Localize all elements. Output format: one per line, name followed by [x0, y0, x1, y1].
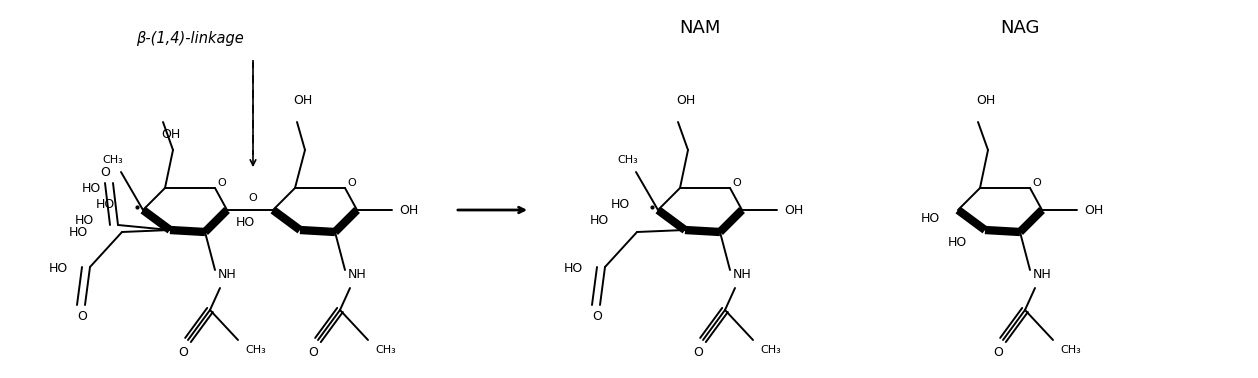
- Text: CH₃: CH₃: [618, 155, 638, 165]
- Text: OH: OH: [677, 93, 696, 107]
- Text: OH: OH: [399, 203, 419, 217]
- Text: O: O: [249, 193, 258, 203]
- Text: NAM: NAM: [679, 19, 721, 37]
- Text: O: O: [593, 310, 601, 324]
- Text: HO: HO: [69, 226, 88, 240]
- Text: CH₃: CH₃: [761, 345, 781, 355]
- Text: NH: NH: [732, 268, 751, 282]
- Text: O: O: [101, 166, 109, 180]
- Text: OH: OH: [785, 203, 804, 217]
- Text: O: O: [77, 310, 87, 324]
- Text: HO: HO: [610, 198, 630, 212]
- Text: HO: HO: [96, 198, 114, 212]
- Text: O: O: [693, 345, 703, 358]
- Text: CH₃: CH₃: [103, 155, 123, 165]
- Text: NAG: NAG: [1000, 19, 1039, 37]
- Text: HO: HO: [74, 214, 94, 226]
- Text: HO: HO: [235, 215, 255, 228]
- Text: CH₃: CH₃: [1060, 345, 1082, 355]
- Text: β-(1,4)-linkage: β-(1,4)-linkage: [136, 31, 244, 45]
- Text: HO: HO: [82, 181, 101, 195]
- Text: O: O: [308, 345, 318, 358]
- Text: OH: OH: [161, 127, 181, 141]
- Text: OH: OH: [1084, 203, 1103, 217]
- Text: O: O: [218, 178, 226, 188]
- Text: O: O: [179, 345, 187, 358]
- Text: HO: HO: [947, 235, 967, 248]
- Text: HO: HO: [590, 214, 609, 226]
- Text: OH: OH: [293, 93, 313, 107]
- Text: CH₃: CH₃: [245, 345, 267, 355]
- Text: O: O: [1033, 178, 1042, 188]
- Text: O: O: [347, 178, 356, 188]
- Text: HO: HO: [49, 262, 68, 276]
- Text: O: O: [732, 178, 741, 188]
- Text: O: O: [993, 345, 1003, 358]
- Text: NH: NH: [1033, 268, 1052, 282]
- Text: HO: HO: [564, 262, 582, 276]
- Text: NH: NH: [218, 268, 237, 282]
- Text: HO: HO: [921, 212, 940, 225]
- Text: CH₃: CH₃: [376, 345, 396, 355]
- Text: NH: NH: [347, 268, 366, 282]
- Text: OH: OH: [976, 93, 995, 107]
